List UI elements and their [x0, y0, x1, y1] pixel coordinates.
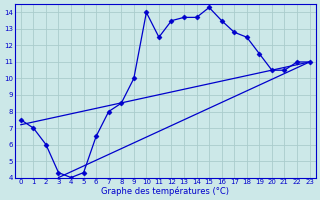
X-axis label: Graphe des températures (°C): Graphe des températures (°C)	[101, 186, 229, 196]
